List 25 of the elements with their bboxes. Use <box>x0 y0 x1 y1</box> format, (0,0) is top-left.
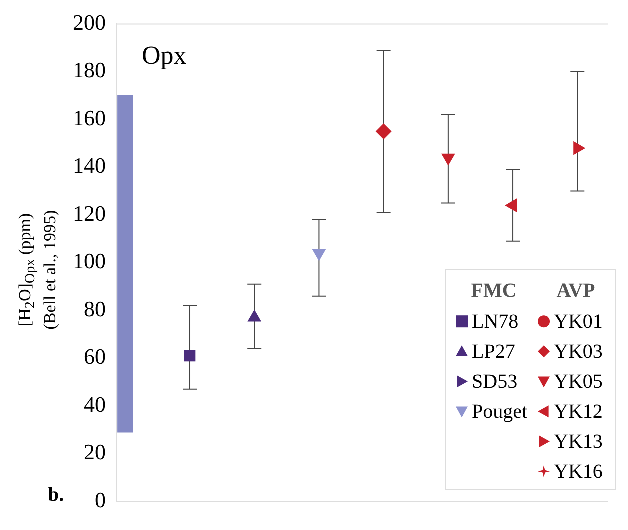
y-tick-label: 80 <box>84 296 106 322</box>
legend-label: SD53 <box>472 370 518 393</box>
y-tick-label: 0 <box>95 487 106 512</box>
legend-label: YK16 <box>554 460 603 483</box>
y-tick-label: 20 <box>84 440 106 465</box>
y-tick-label: 160 <box>73 105 106 130</box>
legend-label: Pouget <box>472 400 528 423</box>
y-tick-label: 120 <box>73 200 106 226</box>
legend-label: YK05 <box>554 370 603 393</box>
legend-label: LP27 <box>472 340 516 363</box>
legend-label: YK01 <box>554 310 603 333</box>
y-tick-label: 200 <box>73 10 106 35</box>
y-tick-label: 40 <box>84 392 106 417</box>
text: b. <box>48 484 64 506</box>
y-tick-label: 60 <box>84 344 106 370</box>
y-tick-label: 140 <box>73 153 106 178</box>
y-tick-label: 180 <box>73 58 106 83</box>
text: Opx <box>142 41 187 70</box>
y-tick-label: 100 <box>73 248 106 274</box>
legend-label: LN78 <box>472 310 519 333</box>
annotation: AVP <box>556 280 596 302</box>
legend-label: YK12 <box>554 400 603 423</box>
legend-label: YK03 <box>554 340 603 363</box>
legend-label: YK13 <box>554 430 603 453</box>
annotation: FMC <box>471 280 517 302</box>
